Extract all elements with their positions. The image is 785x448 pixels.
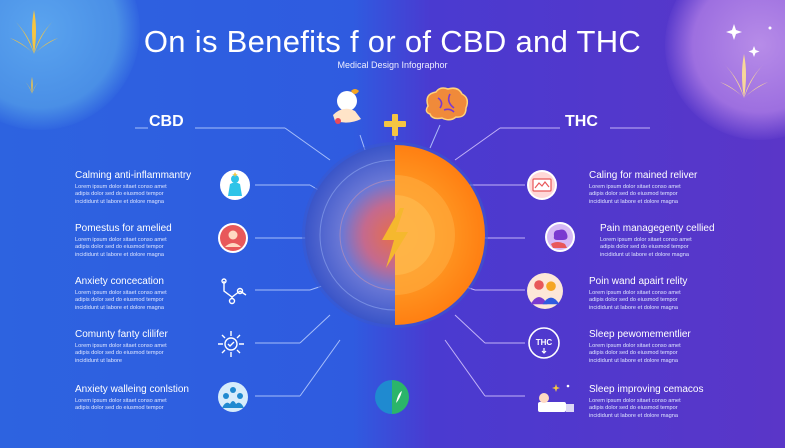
sparkle-icons [726, 24, 772, 57]
thc-item-desc: Lorem ipsum dolor sitaet conso amet adipi… [589, 343, 681, 364]
central-orb [302, 142, 488, 328]
lightning-icon [382, 208, 408, 268]
avatar-icon [218, 223, 248, 253]
thc-item-desc: Lorem ipsum dolor sitaet conso amet adipi… [589, 398, 681, 419]
thc-badge-icon: THC [527, 326, 561, 360]
sleeping-person-icon [532, 378, 580, 418]
cbd-item-title: Pomestus for amelied [75, 223, 172, 234]
brain-hand-icon [545, 222, 575, 252]
leaf-icon [10, 10, 58, 54]
thc-item-desc: Lorem ipsum dolor sitaet conso amet adipi… [589, 290, 681, 311]
group-icon [218, 382, 248, 412]
cbd-item-desc: Lorem ipsum dolor sitaet conso amet adipi… [75, 184, 167, 205]
person-icon [220, 170, 250, 200]
thc-item-title: Sleep improving cemacos [589, 384, 704, 395]
cbd-heading: CBD [149, 113, 184, 130]
chart-icon [527, 170, 557, 200]
hand-heart-icon [333, 89, 361, 124]
cbd-item-title: Calming anti-inflammantry [75, 170, 192, 181]
thc-item-desc: Lorem ipsum dolor sitaet conso amet adipi… [600, 237, 692, 258]
cbd-item-title: Anxiety walleing conlstion [75, 384, 189, 395]
cbd-item-desc: Lorem ipsum dolor sitaet conso amet adipi… [75, 343, 167, 364]
cbd-item-desc: Lorem ipsum dolor sitaet conso amet adipi… [75, 398, 167, 412]
thc-item-title: Poin wand apairt relity [589, 276, 688, 287]
thc-item-title: Caling for mained reliver [589, 170, 698, 181]
thc-item-title: Pain managegenty cellied [600, 223, 715, 234]
leaf-icon-right [720, 54, 768, 98]
molecule-icon [218, 277, 248, 307]
thc-badge-label: THC [536, 338, 553, 347]
page-title: On is Benefits f or of CBD and THC [143, 24, 642, 59]
leaf-icon-small [24, 76, 40, 94]
thc-item-title: Sleep pewomementlier [589, 329, 691, 340]
cbd-item-desc: Lorem ipsum dolor sitaet conso amet adipi… [75, 237, 167, 258]
thc-heading: THC [565, 113, 598, 130]
cbd-item-desc: Lorem ipsum dolor sitaet conso amet adipi… [75, 290, 167, 311]
cross-icon [384, 114, 406, 136]
people-icon [527, 273, 563, 309]
cbd-item-title: Anxiety concecation [75, 276, 164, 287]
cbd-item-title: Comunty fanty clilifer [75, 329, 168, 340]
sun-icon [216, 329, 246, 359]
brain-icon [425, 87, 469, 121]
page-subtitle: Medical Design Infographor [337, 60, 448, 70]
moon-leaf-icon [375, 380, 409, 414]
thc-item-desc: Lorem ipsum dolor sitaet conso amet adipi… [589, 184, 681, 205]
